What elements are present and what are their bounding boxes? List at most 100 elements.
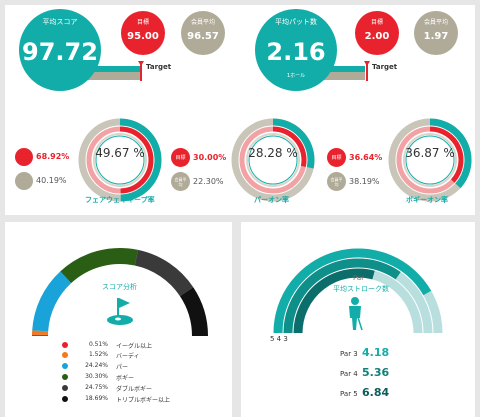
legend-dot: [62, 352, 68, 358]
putt-bar-gray: [320, 70, 365, 80]
donut-inner-ring: [403, 133, 457, 187]
rate-donut-fairway: [78, 118, 162, 202]
stroke-scale-labels: 5 4 3: [270, 335, 288, 343]
score-bar-gray: [80, 70, 140, 80]
putt-sub: 1ホール: [286, 73, 306, 79]
target-flag-icon: [138, 61, 144, 66]
rate-goal-value: 36.64%: [349, 153, 383, 162]
score-goal-label: 目標: [136, 19, 149, 26]
gauge-segment: [179, 287, 209, 337]
rate-member-dot: 会員平均: [327, 172, 346, 191]
donut-outer-progress: [429, 118, 472, 189]
rate-member-value: 22.30%: [193, 177, 224, 186]
donut-inner-ring: [246, 133, 300, 187]
score-label: 平均スコア: [42, 18, 78, 26]
legend-value: 24.75%: [85, 384, 108, 391]
rate-goal-dot: 目標: [171, 148, 190, 167]
putt-value: 2.16: [266, 38, 326, 66]
rate-goal-dot: 目標: [327, 148, 346, 167]
stroke-gauge-arc: [283, 258, 401, 334]
donut-center: [405, 135, 455, 185]
legend-dot: [62, 385, 68, 391]
rate-goal-value: 68.92%: [36, 152, 70, 161]
rate-percent-bogeyon: 36.87 %: [405, 146, 455, 160]
donut-middle-progress: [272, 126, 307, 167]
stroke-par-label: Par: [353, 274, 365, 282]
legend-dot: [62, 363, 68, 369]
stroke-row-value: 4.18: [362, 346, 390, 359]
rate-goal-dot: [15, 148, 33, 166]
score-analysis-gauge: [32, 248, 209, 337]
score-analysis-title: スコア分析: [102, 283, 137, 291]
rate-member-value: 38.19%: [349, 177, 380, 186]
donut-middle-progress: [429, 126, 464, 183]
stroke-row-label: Par 3: [340, 350, 358, 358]
score-bar-teal: [80, 66, 140, 72]
putt-member-circle: 会員平均 1.97: [414, 11, 458, 55]
stroke-row-label: Par 5: [340, 390, 358, 398]
donut-outer-progress: [272, 118, 315, 169]
stroke-row-value: 5.36: [362, 366, 390, 379]
donut-center: [95, 135, 145, 185]
rate-member-dot: 会員平均: [171, 172, 190, 191]
rate-goal-value: 30.00%: [193, 153, 227, 162]
putt-member-label: 会員平均: [423, 19, 448, 26]
donut-center: [248, 135, 298, 185]
donut-inner-ring: [93, 133, 147, 187]
legend-value: 30.30%: [85, 373, 108, 380]
score-value: 97.72: [22, 38, 98, 66]
legend-value: 18.69%: [85, 395, 108, 402]
rate-member-dot: [15, 172, 33, 190]
stroke-gauge: [273, 248, 443, 334]
score-goal-circle: 目標 95.00: [121, 11, 165, 55]
score-goal-value: 95.00: [127, 30, 159, 42]
legend-label: パー: [116, 364, 129, 371]
gauge-segment: [134, 249, 194, 297]
putt-goal-value: 2.00: [364, 30, 390, 42]
legend-dot: [62, 342, 68, 348]
legend-dot: [62, 374, 68, 380]
stroke-title: 平均ストローク数: [333, 285, 389, 293]
legend-label: トリプルボギー以上: [116, 397, 171, 404]
score-member-circle: 会員平均 96.57: [181, 11, 225, 55]
golfer-icon: [349, 297, 363, 331]
legend-label: バーディ: [116, 353, 140, 360]
putt-bar-teal: [320, 66, 365, 72]
putt-circle: 平均パット数 2.16 1ホール: [255, 9, 337, 91]
rate-percent-paron: 28.28 %: [248, 146, 298, 160]
legend-label: イーグル以上: [116, 343, 153, 350]
gauge-segment: [60, 248, 139, 284]
putt-goal-label: 目標: [370, 19, 383, 26]
legend-label: ボギー: [116, 375, 135, 382]
score-target-line: [140, 63, 142, 81]
legend-dot: [62, 396, 68, 402]
putt-member-value: 1.97: [423, 30, 449, 42]
score-target-label: Target: [146, 63, 172, 71]
stroke-gauge-arc: [293, 268, 375, 334]
rate-donut-paron: [231, 118, 315, 202]
stroke-gauge-arc: [273, 248, 432, 334]
golf-flag-icon: [107, 298, 133, 325]
legend-label: ダブルボギー: [116, 386, 153, 393]
putt-goal-circle: 目標 2.00: [355, 11, 399, 55]
score-member-value: 96.57: [187, 30, 219, 42]
putt-target-label: Target: [372, 63, 398, 71]
donut-outer-progress: [119, 118, 162, 202]
legend-value: 24.24%: [85, 362, 108, 369]
rate-title: フェアウェイキープ率: [85, 196, 155, 204]
donut-middle-progress: [119, 126, 154, 194]
score-member-label: 会員平均: [190, 19, 215, 26]
rate-title: パーオン率: [254, 196, 289, 204]
gauge-segment: [32, 271, 72, 332]
stroke-row-value: 6.84: [362, 386, 390, 399]
rate-member-value: 40.19%: [36, 176, 67, 185]
legend-value: 1.52%: [88, 351, 108, 358]
rate-percent-fairway: 49.67 %: [95, 146, 145, 160]
putt-label: 平均パット数: [275, 18, 317, 26]
stroke-row-label: Par 4: [340, 370, 358, 378]
rate-title: ボギーオン率: [406, 196, 448, 204]
putt-target-line: [366, 63, 368, 81]
target-flag-icon: [364, 61, 370, 66]
rate-donut-bogeyon: [388, 118, 472, 202]
legend-value: 0.51%: [88, 341, 108, 348]
